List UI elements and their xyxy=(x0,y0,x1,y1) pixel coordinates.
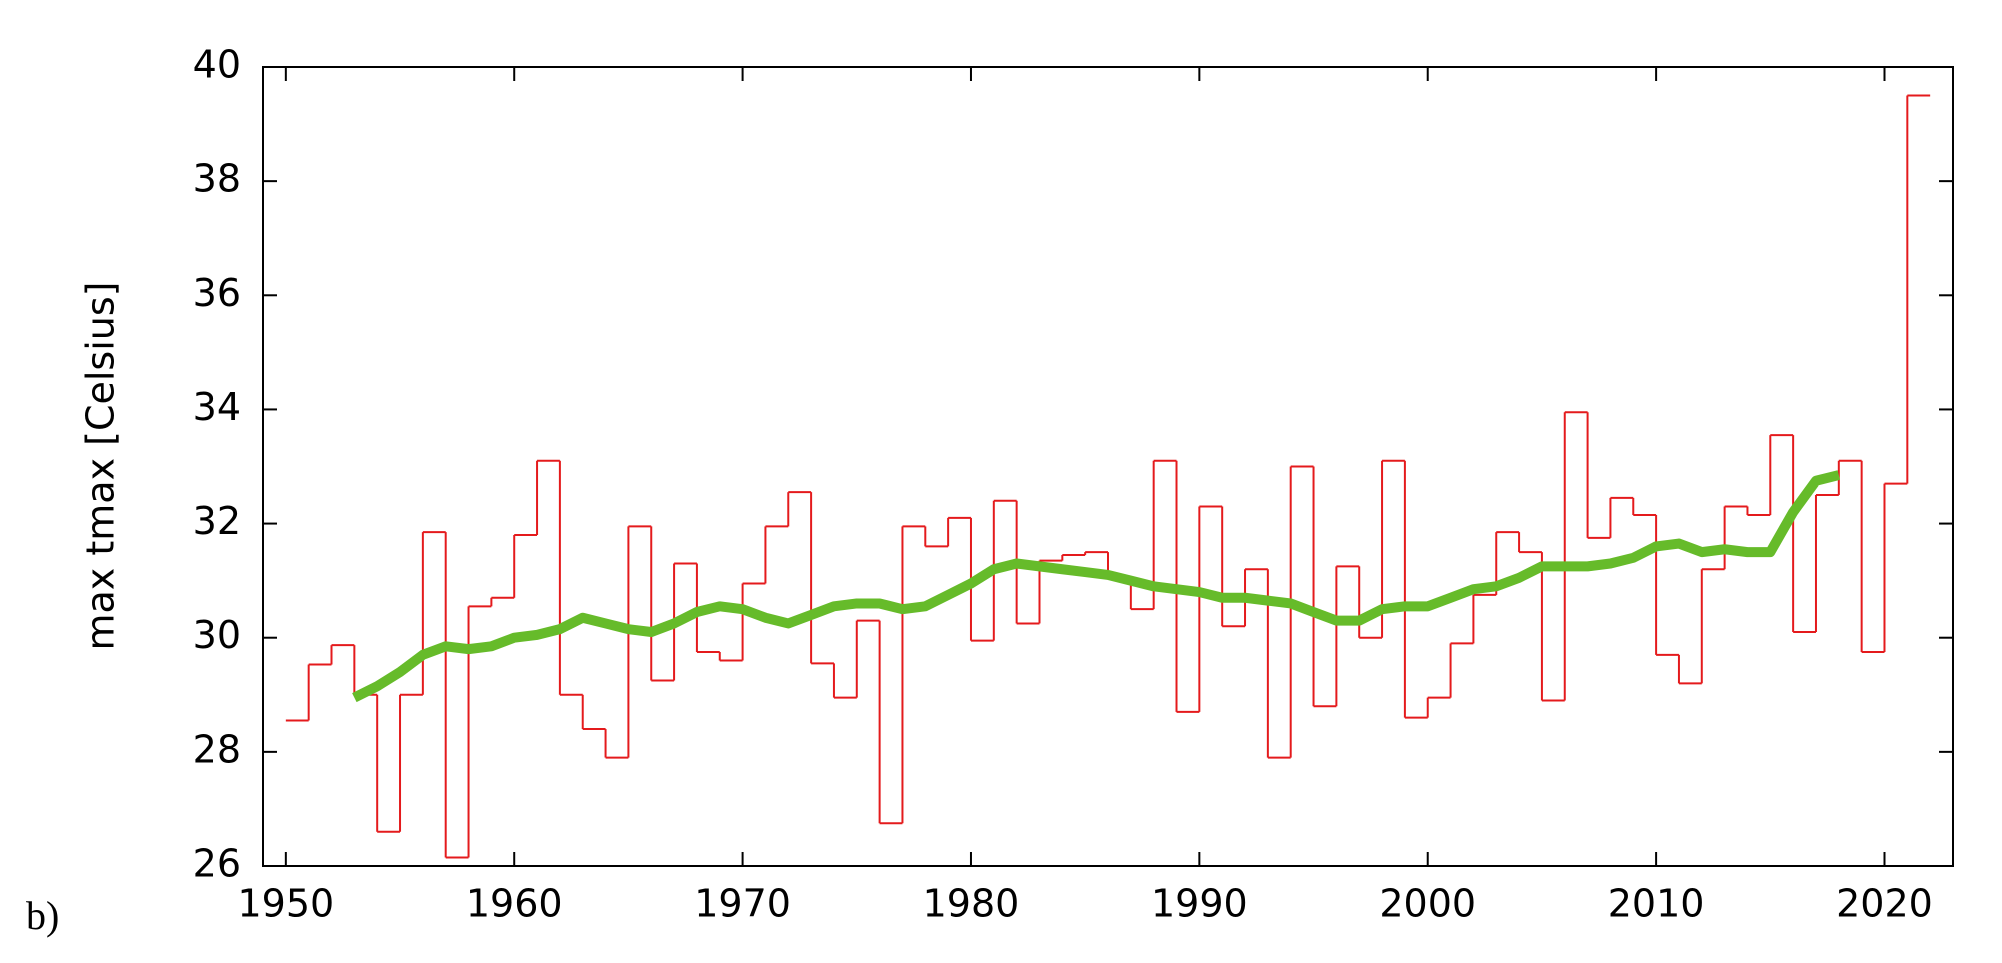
y-tick-label: 38 xyxy=(193,157,241,201)
y-tick-label: 40 xyxy=(193,43,241,87)
panel-label: b) xyxy=(26,893,59,938)
x-tick-label: 1990 xyxy=(1151,882,1248,926)
x-tick-label: 2010 xyxy=(1608,882,1705,926)
x-tick-label: 1970 xyxy=(694,882,791,926)
x-tick-label: 1950 xyxy=(237,882,334,926)
x-tick-label: 2000 xyxy=(1379,882,1476,926)
smoothed-line xyxy=(352,470,1841,703)
x-tick-label: 1980 xyxy=(923,882,1020,926)
y-tick-label: 36 xyxy=(193,271,241,315)
plot-frame xyxy=(262,66,1954,867)
y-tick-label: 26 xyxy=(193,842,241,886)
x-tick-label: 2020 xyxy=(1836,882,1933,926)
x-tick-label: 1960 xyxy=(466,882,563,926)
y-tick-label: 32 xyxy=(193,499,241,543)
y-axis-label: max tmax [Celsius] xyxy=(79,282,123,651)
y-tick-label: 30 xyxy=(193,613,241,657)
y-tick-label: 28 xyxy=(193,727,241,771)
y-tick-label: 34 xyxy=(193,385,241,429)
